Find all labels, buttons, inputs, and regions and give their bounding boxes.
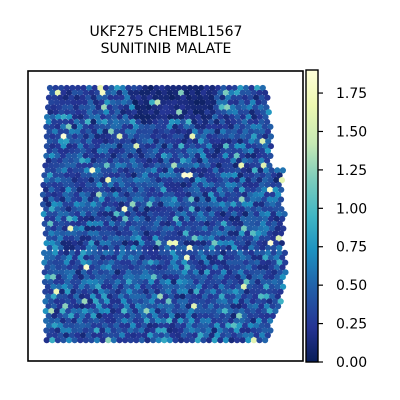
spot (223, 337, 229, 343)
chart-title-line-1: UKF275 CHEMBL1567 (90, 24, 243, 40)
spot (217, 337, 223, 343)
spot (44, 337, 50, 343)
colorbar-tick-label: 1.50 (336, 124, 367, 140)
chart-title-line-2: SUNITINIB MALATE (101, 41, 232, 57)
spot (66, 337, 72, 343)
spot (144, 337, 150, 343)
colorbar-tick-label: 0.00 (336, 355, 367, 371)
spot (83, 337, 89, 343)
spot (55, 337, 61, 343)
spot (206, 337, 212, 343)
colorbar-tick-label: 1.75 (336, 86, 367, 102)
spot (195, 337, 201, 343)
colorbar-tick-label: 0.25 (336, 317, 367, 333)
spot (116, 337, 122, 343)
spot (245, 337, 251, 343)
colorbar-tick-label: 0.75 (336, 240, 367, 256)
spot (240, 337, 246, 343)
colorbar (306, 70, 318, 362)
spot (172, 337, 178, 343)
spot (200, 337, 206, 343)
spot (150, 337, 156, 343)
colorbar-tick-label: 0.50 (336, 278, 367, 294)
colorbar-ticks: 0.00 0.25 0.50 0.75 1.00 1.25 1.50 1.75 (318, 86, 367, 371)
spot (77, 337, 83, 343)
spot (105, 337, 111, 343)
spot (49, 337, 55, 343)
spot (189, 337, 195, 343)
spot (178, 337, 184, 343)
spot (111, 337, 117, 343)
spot (228, 337, 234, 343)
spot (100, 337, 106, 343)
spot-layer (40, 85, 289, 343)
colorbar-tick-label: 1.00 (336, 201, 367, 217)
spot (60, 337, 66, 343)
spot (251, 337, 257, 343)
spot (128, 337, 134, 343)
spot (133, 337, 139, 343)
spot (256, 337, 262, 343)
spot (156, 337, 162, 343)
spot (184, 337, 190, 343)
spot (139, 337, 145, 343)
spot (122, 337, 128, 343)
spot (212, 337, 218, 343)
spot (262, 337, 268, 343)
spot (94, 337, 100, 343)
spot (167, 337, 173, 343)
spot (72, 337, 78, 343)
spot (234, 337, 240, 343)
spot (88, 337, 94, 343)
spot (161, 337, 167, 343)
colorbar-tick-label: 1.25 (336, 163, 367, 179)
